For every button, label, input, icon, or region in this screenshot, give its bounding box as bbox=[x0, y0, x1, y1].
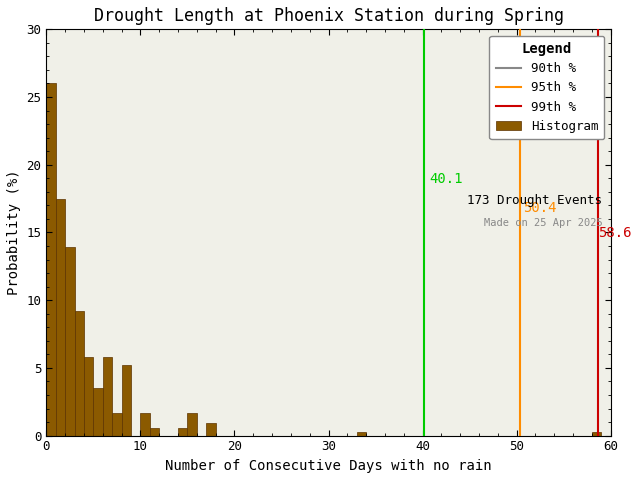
Bar bbox=[75, 311, 84, 436]
Bar bbox=[178, 428, 188, 436]
Bar bbox=[140, 413, 150, 436]
Legend: 90th %, 95th %, 99th %, Histogram: 90th %, 95th %, 99th %, Histogram bbox=[490, 36, 604, 139]
Bar bbox=[112, 413, 122, 436]
Text: 40.1: 40.1 bbox=[429, 171, 463, 185]
Bar bbox=[206, 423, 216, 436]
X-axis label: Number of Consecutive Days with no rain: Number of Consecutive Days with no rain bbox=[165, 459, 492, 473]
Bar bbox=[65, 247, 75, 436]
Bar bbox=[592, 432, 602, 436]
Bar bbox=[93, 388, 103, 436]
Text: Made on 25 Apr 2025: Made on 25 Apr 2025 bbox=[483, 218, 602, 228]
Text: 50.4: 50.4 bbox=[524, 201, 557, 216]
Bar bbox=[122, 365, 131, 436]
Bar bbox=[150, 428, 159, 436]
Bar bbox=[188, 413, 197, 436]
Y-axis label: Probability (%): Probability (%) bbox=[7, 169, 21, 295]
Title: Drought Length at Phoenix Station during Spring: Drought Length at Phoenix Station during… bbox=[93, 7, 564, 25]
Bar bbox=[84, 357, 93, 436]
Text: 173 Drought Events: 173 Drought Events bbox=[467, 194, 602, 207]
Bar bbox=[103, 357, 112, 436]
Bar bbox=[356, 432, 366, 436]
Bar bbox=[56, 199, 65, 436]
Bar bbox=[46, 84, 56, 436]
Text: 58.6: 58.6 bbox=[598, 226, 632, 240]
